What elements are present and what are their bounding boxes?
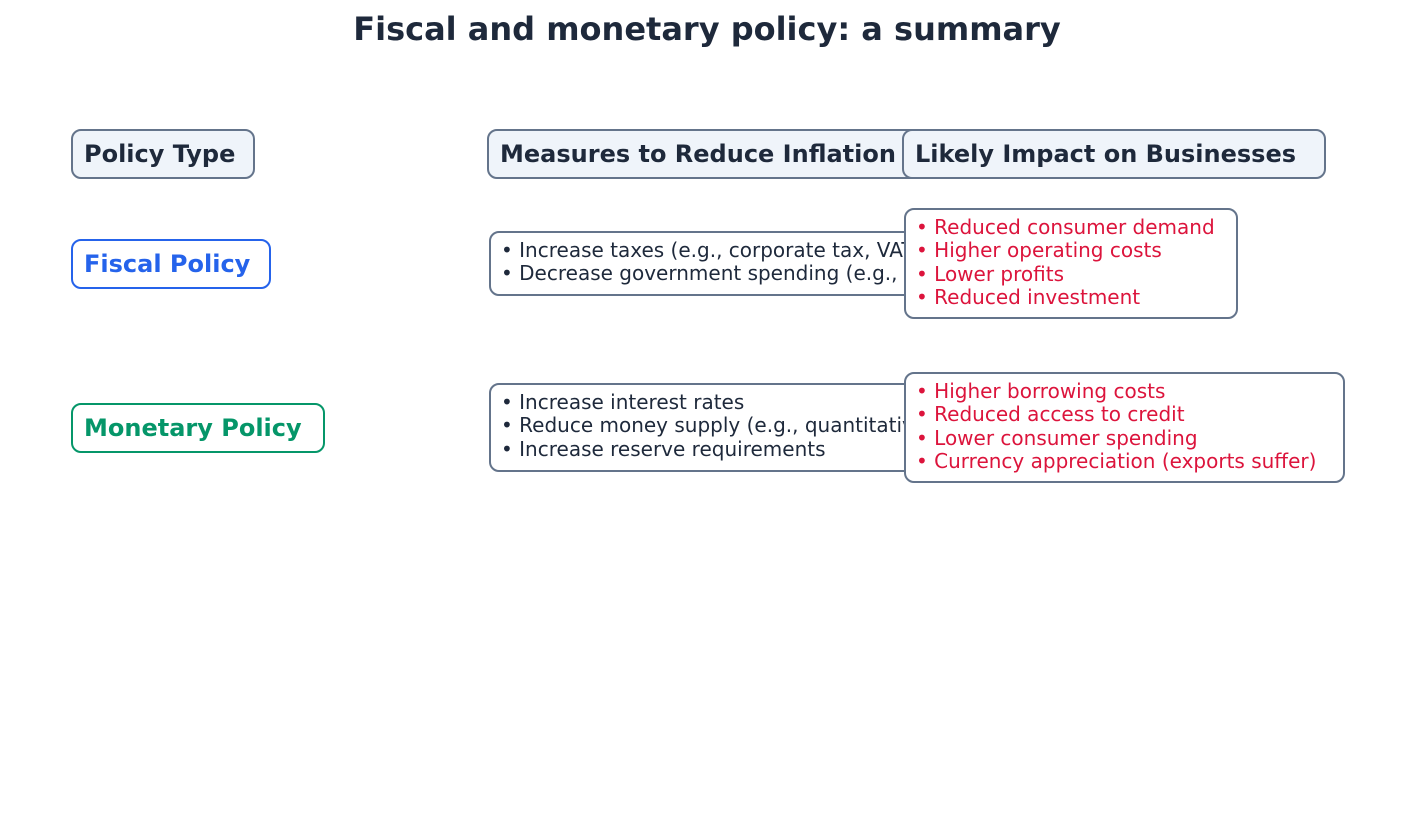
- list-item: • Reduced investment: [916, 284, 1141, 309]
- measures-monetary: • Increase interest rates • Reduce money…: [489, 383, 929, 472]
- header-policy-type-label: Policy Type: [84, 140, 236, 168]
- header-policy-type: Policy Type: [71, 129, 255, 179]
- list-item: • Lower consumer spending: [916, 425, 1198, 450]
- measures-fiscal: • Increase taxes (e.g., corporate tax, V…: [489, 231, 929, 296]
- policy-type-monetary: Monetary Policy: [71, 403, 325, 453]
- header-measures: Measures to Reduce Inflation: [487, 129, 927, 179]
- header-impact-label: Likely Impact on Businesses: [915, 140, 1297, 168]
- list-item: • Reduce money supply (e.g., quantitativ…: [501, 413, 927, 438]
- list-item: • Higher operating costs: [916, 238, 1162, 263]
- policy-type-fiscal: Fiscal Policy: [71, 239, 271, 289]
- list-item: • Increase reserve requirements: [501, 436, 826, 461]
- header-impact: Likely Impact on Businesses: [902, 129, 1326, 179]
- header-measures-label: Measures to Reduce Inflation: [500, 140, 896, 168]
- impacts-fiscal: • Reduced consumer demand • Higher opera…: [904, 208, 1238, 319]
- list-item: • Lower profits: [916, 261, 1064, 286]
- list-item: • Reduced consumer demand: [916, 215, 1215, 239]
- list-item: • Reduced access to credit: [916, 402, 1185, 427]
- list-item: • Decrease government spending (e.g., on…: [501, 261, 927, 286]
- list-item: • Increase taxes (e.g., corporate tax, V…: [501, 238, 922, 262]
- list-item: • Higher borrowing costs: [916, 379, 1166, 403]
- impacts-monetary: • Higher borrowing costs • Reduced acces…: [904, 372, 1345, 483]
- list-item: • Currency appreciation (exports suffer): [916, 448, 1317, 473]
- policy-type-monetary-label: Monetary Policy: [84, 414, 302, 442]
- diagram-title: Fiscal and monetary policy: a summary: [353, 10, 1061, 48]
- policy-type-fiscal-label: Fiscal Policy: [84, 250, 251, 278]
- list-item: • Increase interest rates: [501, 390, 745, 414]
